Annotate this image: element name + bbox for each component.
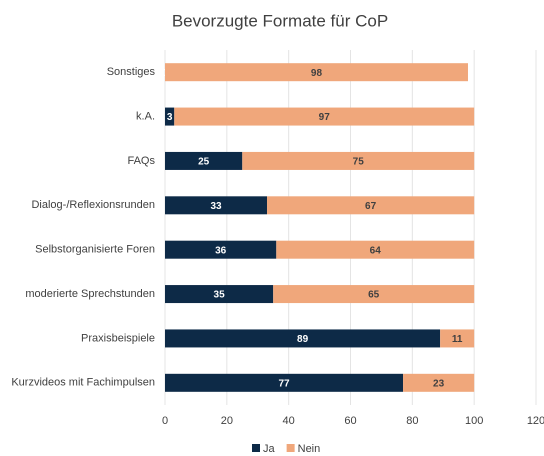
data-label: 35 — [214, 290, 226, 301]
data-label: 25 — [198, 157, 210, 168]
bar-segment — [165, 63, 468, 82]
bar-segment — [276, 240, 475, 259]
y-tick-label: Sonstiges — [107, 66, 156, 78]
data-label: 33 — [210, 201, 222, 212]
data-label: 77 — [278, 378, 290, 389]
bar-segment — [267, 196, 475, 215]
x-tick-label: 0 — [162, 415, 168, 427]
data-label: 67 — [365, 201, 377, 212]
legend-swatch — [286, 444, 295, 452]
y-tick-label: Praxisbeispiele — [81, 332, 155, 344]
data-label: 65 — [368, 290, 380, 301]
x-tick-label: 20 — [221, 415, 233, 427]
data-label: 11 — [452, 334, 463, 345]
data-label: 64 — [370, 245, 382, 256]
x-tick-label: 60 — [344, 415, 356, 427]
chart-title: Bevorzugte Formate für CoP — [172, 11, 388, 30]
bar-segment — [165, 240, 277, 259]
bar-segment — [165, 196, 268, 215]
data-label: 89 — [297, 334, 309, 345]
y-tick-label: Dialog-/Reflexionsrunden — [31, 199, 155, 211]
bar-segment — [174, 107, 475, 126]
data-label: 97 — [319, 112, 331, 123]
y-tick-label: Selbstorganisierte Foren — [35, 244, 155, 256]
bar-segment — [165, 285, 274, 304]
bar-segment — [165, 107, 175, 126]
y-tick-label: FAQs — [127, 155, 155, 167]
bar-segment — [165, 151, 243, 170]
bar-segment — [273, 285, 475, 304]
x-tick-label: 100 — [465, 415, 483, 427]
legend-swatch — [252, 444, 260, 452]
data-label: 75 — [353, 157, 365, 168]
bar-segment — [165, 373, 404, 392]
data-label: 3 — [167, 112, 173, 123]
bar-segment — [165, 329, 441, 348]
y-tick-label: Kurzvideos mit Fachimpulsen — [11, 377, 155, 389]
y-tick-label: k.A. — [136, 110, 155, 122]
data-label: 98 — [311, 68, 323, 79]
data-label: 23 — [433, 378, 445, 389]
bar-segment — [403, 373, 475, 392]
x-tick-label: 120 — [527, 415, 544, 427]
x-tick-label: 80 — [406, 415, 418, 427]
bar-segment — [242, 151, 475, 170]
data-label: 36 — [215, 245, 227, 256]
legend-label: Nein — [298, 443, 321, 455]
x-tick-label: 40 — [283, 415, 295, 427]
bar-segment — [440, 329, 475, 348]
y-tick-label: moderierte Sprechstunden — [25, 288, 155, 300]
legend-label: Ja — [263, 443, 276, 455]
